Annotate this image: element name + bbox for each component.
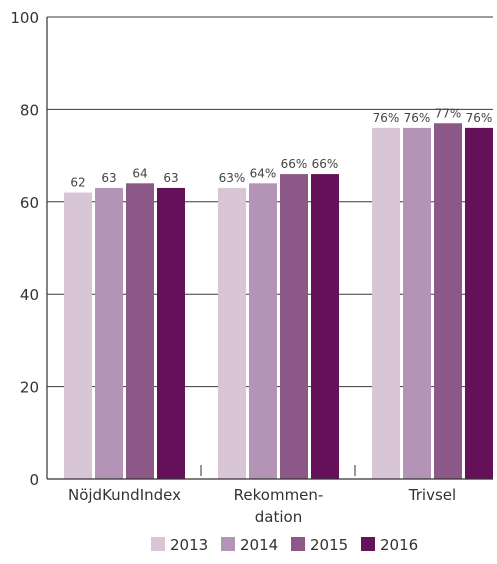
x-tick-labels: NöjdKundIndex Rekommen-dation Trivsel: [68, 486, 456, 526]
y-tick-label-60: 60: [20, 194, 39, 212]
bars: [64, 123, 493, 479]
legend-swatch-2015: [291, 537, 305, 551]
y-tick-label-40: 40: [20, 286, 39, 304]
axes: [46, 17, 493, 480]
bar-2016-2: [465, 127, 493, 479]
value-label-2013-2: 76%: [373, 111, 400, 125]
value-label-2014-1: 64%: [250, 166, 277, 180]
bar-2014-0: [95, 187, 123, 479]
y-tick-label-20: 20: [20, 379, 39, 397]
value-labels: 62 63 64 63 63% 64% 66% 66% 76% 76% 77% 76%: [70, 106, 492, 189]
bar-2016-1: [311, 174, 339, 479]
value-label-2015-0: 64: [132, 166, 147, 180]
legend-swatch-2013: [151, 537, 165, 551]
value-label-2016-0: 63: [163, 171, 178, 185]
legend-label-2015: 2015: [310, 536, 348, 554]
legend-label-2016: 2016: [380, 536, 418, 554]
legend: 2013 2014 2015 2016: [151, 536, 418, 554]
value-label-2013-1: 63%: [219, 171, 246, 185]
bar-2013-1: [218, 187, 246, 479]
bar-2015-1: [280, 174, 308, 479]
legend-swatch-2016: [361, 537, 375, 551]
bar-2013-2: [372, 127, 400, 479]
value-label-2016-1: 66%: [312, 157, 339, 171]
value-label-2015-1: 66%: [281, 157, 308, 171]
value-label-2015-2: 77%: [435, 106, 462, 120]
x-tick-label-1: Rekommen-dation: [234, 486, 324, 526]
bar-2014-2: [403, 127, 431, 479]
bar-2016-0: [157, 187, 185, 479]
legend-label-2014: 2014: [240, 536, 278, 554]
bar-2013-0: [64, 192, 92, 479]
value-label-2014-0: 63: [101, 171, 116, 185]
y-tick-label-80: 80: [20, 101, 39, 119]
value-label-2014-2: 76%: [404, 111, 431, 125]
value-label-2013-0: 62: [70, 176, 85, 190]
legend-swatch-2014: [221, 537, 235, 551]
x-tick-label-0: NöjdKundIndex: [68, 486, 181, 504]
y-tick-label-100: 100: [10, 9, 39, 27]
y-tick-label-0: 0: [29, 471, 39, 489]
value-label-2016-2: 76%: [466, 111, 493, 125]
legend-label-2013: 2013: [170, 536, 208, 554]
x-tick-label-2: Trivsel: [408, 486, 456, 504]
bar-2015-2: [434, 123, 462, 479]
bar-2015-0: [126, 183, 154, 479]
bar-2014-1: [249, 183, 277, 479]
y-tick-labels: 0 20 40 60 80 100: [10, 9, 39, 489]
